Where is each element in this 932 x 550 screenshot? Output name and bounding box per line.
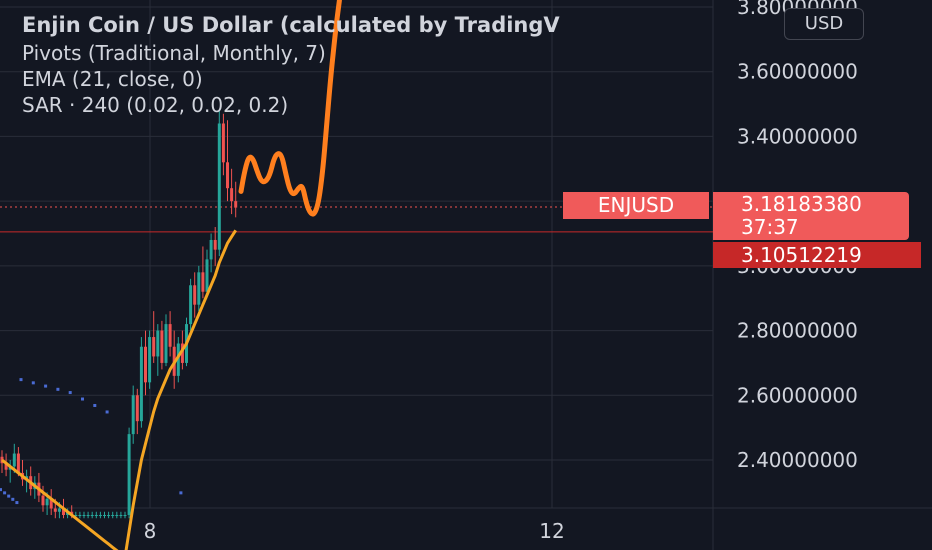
sar-dot xyxy=(179,491,183,495)
indicator-ema[interactable]: EMA (21, close, 0) xyxy=(22,67,203,91)
symbol-title[interactable]: Enjin Coin / US Dollar (calculated by Tr… xyxy=(22,13,560,37)
candle-body xyxy=(164,324,168,363)
sar-dot xyxy=(93,403,97,407)
candle-body xyxy=(139,346,143,422)
candle-body xyxy=(74,515,78,517)
candle-body xyxy=(156,330,160,357)
sar-dot xyxy=(15,501,19,505)
candle-body xyxy=(98,515,102,517)
candle-body xyxy=(115,515,119,517)
candle-body xyxy=(90,515,94,517)
candle-body xyxy=(45,498,49,506)
time-tick-label: 12 xyxy=(539,519,564,543)
candle-body xyxy=(180,343,184,363)
price-tick-label: 2.40000000 xyxy=(737,448,858,472)
sar-dot xyxy=(81,397,84,401)
candle-body xyxy=(111,515,115,517)
candle-body xyxy=(168,324,172,347)
candle-body xyxy=(53,508,57,512)
candle-body xyxy=(226,162,229,189)
sar-dot xyxy=(31,381,35,385)
candles xyxy=(0,110,238,519)
candle-body xyxy=(193,285,197,305)
candle-body xyxy=(41,495,45,506)
price-tick-label: 3.40000000 xyxy=(737,124,858,148)
sar-dot xyxy=(19,378,23,382)
candle-body xyxy=(94,515,98,517)
candle-body xyxy=(221,123,225,163)
price-tick-label: 2.60000000 xyxy=(737,383,858,407)
sar-dot xyxy=(11,497,15,501)
line-price-tag: 3.10512219 xyxy=(713,242,921,268)
line-price-tag-value: 3.10512219 xyxy=(741,243,862,267)
sar-dot xyxy=(44,384,48,388)
sar-dot xyxy=(105,410,109,414)
grid-lines xyxy=(0,0,713,508)
candle-body xyxy=(160,330,164,363)
chart-legend: Enjin Coin / US Dollar (calculated by Tr… xyxy=(22,10,712,118)
candle-body xyxy=(213,239,217,250)
candle-body xyxy=(12,453,16,467)
time-axis[interactable]: 8 12 xyxy=(144,519,565,543)
candle-body xyxy=(107,515,111,517)
candle-body xyxy=(123,515,127,517)
candle-body xyxy=(230,188,234,202)
candle-body xyxy=(57,508,61,512)
candle-body xyxy=(217,123,221,250)
sar-dot xyxy=(7,494,11,498)
sar-dot xyxy=(3,491,7,495)
candle-body xyxy=(205,259,209,292)
candle-body xyxy=(49,498,53,509)
candle-body xyxy=(82,515,86,517)
candle-body xyxy=(197,272,201,305)
sar-dot xyxy=(68,391,72,395)
price-tick-label: 2.80000000 xyxy=(737,319,858,343)
ema-line xyxy=(1,229,237,550)
candle-body xyxy=(4,463,8,470)
candle-body xyxy=(62,508,65,516)
sar-dot xyxy=(0,488,2,492)
price-tag: 3.18183380 37:37 xyxy=(713,192,909,240)
price-tick-label: 3.60000000 xyxy=(737,60,858,84)
price-tag-value: 3.18183380 xyxy=(741,192,862,216)
candle-body xyxy=(152,337,156,357)
symbol-tag: ENJUSD xyxy=(563,192,709,219)
candle-body xyxy=(234,201,238,208)
candle-body xyxy=(189,285,193,325)
candle-body xyxy=(176,343,180,376)
candle-body xyxy=(209,239,213,260)
candle-body xyxy=(86,515,90,517)
sar-indicator xyxy=(0,378,183,505)
time-tick-label: 8 xyxy=(144,519,157,543)
candle-body xyxy=(103,515,106,517)
brush-drawing[interactable] xyxy=(238,0,342,217)
sar-dot xyxy=(56,387,60,391)
candle-body xyxy=(119,515,123,517)
candle-body xyxy=(144,346,147,383)
candle-body xyxy=(131,395,135,435)
candle-body xyxy=(16,453,20,473)
indicator-sar[interactable]: SAR · 240 (0.02, 0.02, 0.2) xyxy=(22,93,289,117)
candle-body xyxy=(78,515,82,517)
price-tag-countdown: 37:37 xyxy=(741,215,799,239)
indicator-pivots[interactable]: Pivots (Traditional, Monthly, 7) xyxy=(22,41,326,65)
candle-body xyxy=(148,337,152,383)
candle-body xyxy=(127,434,131,516)
candle-body xyxy=(135,395,139,422)
currency-button[interactable]: USD xyxy=(784,8,864,40)
candle-body xyxy=(201,272,205,292)
